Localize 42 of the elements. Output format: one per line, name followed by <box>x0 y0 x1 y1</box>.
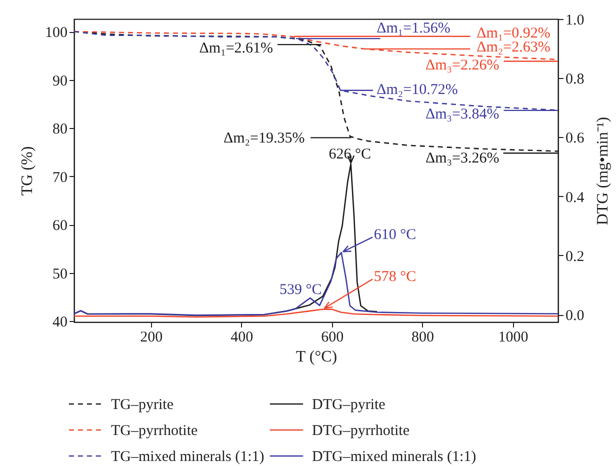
annotation: Δm₃=2.26% <box>425 57 500 74</box>
annotation: Δm₂=2.63% <box>476 40 550 56</box>
legend-label: DTG–mixed minerals (1:1) <box>312 449 476 465</box>
line-series <box>74 308 558 318</box>
x-tick-label: 200 <box>140 330 163 346</box>
x-tick-label: 800 <box>412 330 434 346</box>
x-axis-title: T (°C) <box>296 348 338 366</box>
y-tick-label: 60 <box>52 218 68 234</box>
annotation: 610 °C <box>374 226 416 243</box>
line-series <box>74 252 558 316</box>
legend-label: TG–pyrrhotite <box>111 423 198 439</box>
annotation: Δm₃=3.84% <box>425 106 500 123</box>
annotation: Δm₁=1.56% <box>376 20 450 37</box>
y-tick-label: 40 <box>52 314 68 331</box>
annotation: 626 °C <box>328 146 372 162</box>
annotation: Δm₁=2.61% <box>199 40 274 57</box>
y2-tick-label: 0.2 <box>566 248 584 265</box>
annotation: 578 °C <box>374 269 416 286</box>
annotation: 539 °C <box>279 282 322 298</box>
x-tick-label: 400 <box>230 330 254 346</box>
legend-label: TG–mixed minerals (1:1) <box>111 449 264 465</box>
y2-tick-label: 0.0 <box>566 308 584 324</box>
y2-tick-label: 0.8 <box>566 72 584 88</box>
y-axis-title: TG (%) <box>19 146 36 196</box>
annotation: Δm₂=19.35% <box>223 130 305 147</box>
legend-label: DTG–pyrite <box>312 397 386 413</box>
x-tick-label: 1000 <box>498 330 528 346</box>
x-tick-label: 600 <box>321 330 344 346</box>
y-tick-label: 90 <box>52 73 68 90</box>
y2-tick-label: 0.4 <box>566 190 585 206</box>
annotation: Δm₂=10.72% <box>376 82 458 98</box>
annotation: Δm₃=3.26% <box>425 150 500 166</box>
legend-label: TG–pyrite <box>111 397 174 413</box>
y2-tick-label: 0.6 <box>566 130 585 147</box>
y-tick-label: 100 <box>45 25 68 42</box>
y-tick-label: 50 <box>52 266 68 282</box>
y-tick-label: 80 <box>52 122 68 138</box>
annotation: Δm₁=0.92% <box>476 26 550 42</box>
legend-label: DTG–pyrrhotite <box>312 423 410 439</box>
y-tick-label: 70 <box>52 170 68 186</box>
y2-axis-title: DTG (mg•min⁻¹) <box>594 116 612 226</box>
y2-tick-label: 1.0 <box>566 12 584 28</box>
